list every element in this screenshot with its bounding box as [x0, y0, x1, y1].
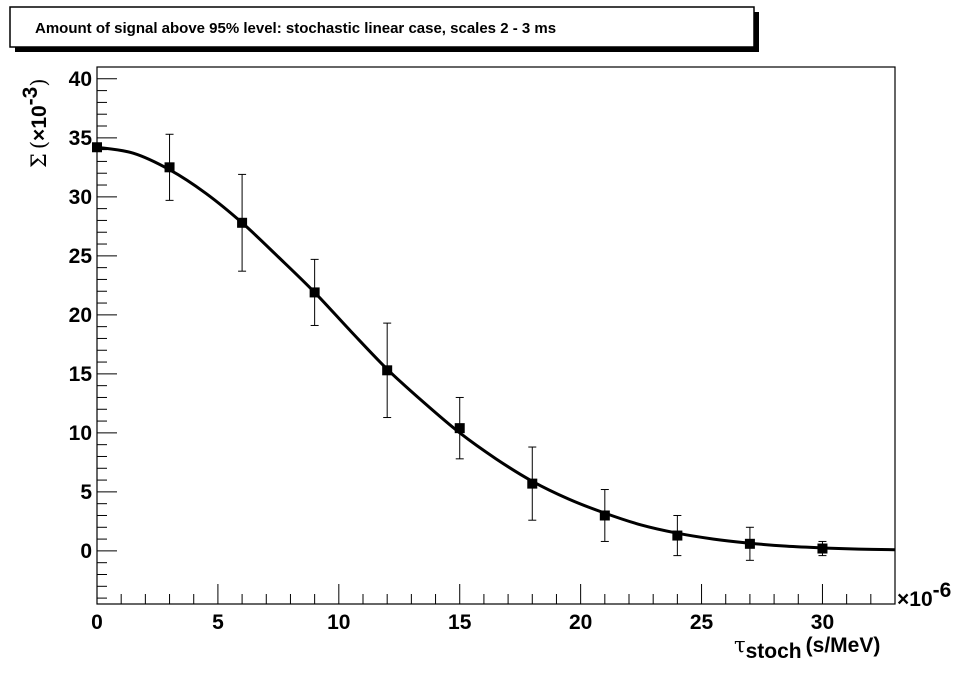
y-axis-tick-labels: 0 5 10 15 20 25 30 35 40 — [69, 68, 93, 563]
x-axis-tick-labels: 0 5 10 15 20 25 30 — [91, 611, 834, 634]
x-axis-subscript: stoch — [746, 640, 802, 663]
error-bars — [165, 133, 827, 561]
x-exponent-prefix: ×10 — [897, 588, 933, 611]
y-tick-label: 0 — [80, 540, 92, 563]
x-exponent-power: -6 — [933, 579, 952, 602]
data-point — [454, 423, 465, 434]
x-axis-title: τstoch (s/MeV) — [734, 633, 880, 663]
data-point — [237, 217, 248, 228]
data-point — [309, 287, 320, 298]
plot-frame — [96, 66, 896, 605]
y-axis-paren-close: ) — [27, 78, 51, 86]
y-axis-multiplier: ×10 — [28, 105, 51, 141]
y-axis-exponent: -3 — [19, 87, 42, 106]
x-axis-ticks — [96, 584, 896, 604]
data-markers — [92, 142, 828, 554]
y-axis-paren-open: ( — [27, 141, 51, 149]
data-point — [164, 162, 175, 173]
data-point — [672, 530, 683, 541]
data-point — [599, 510, 610, 521]
data-point — [744, 538, 755, 549]
x-tick-label: 20 — [569, 611, 592, 634]
x-tick-label: 5 — [212, 611, 224, 634]
y-tick-label: 5 — [80, 481, 92, 504]
y-axis-ticks — [97, 66, 117, 599]
y-tick-label: 30 — [69, 186, 92, 209]
y-tick-label: 10 — [69, 422, 92, 445]
x-axis-unit: (s/MeV) — [806, 634, 881, 657]
data-point — [527, 478, 538, 489]
svg-text:Σ(×10-3): Σ (×10-3) — [19, 78, 51, 168]
y-tick-label: 25 — [69, 245, 93, 268]
x-tick-label: 15 — [448, 611, 472, 634]
chart-title: Amount of signal above 95% level: stocha… — [35, 20, 556, 37]
title-box: Amount of signal above 95% level: stocha… — [9, 6, 759, 52]
data-point — [817, 543, 828, 554]
y-tick-label: 15 — [69, 363, 93, 386]
fit-curve — [96, 145, 896, 552]
y-tick-label: 20 — [69, 304, 92, 327]
x-tick-label: 25 — [690, 611, 714, 634]
x-axis-symbol: τ — [734, 633, 746, 657]
x-tick-label: 0 — [91, 611, 103, 634]
title-box-frame — [9, 6, 755, 48]
y-axis-title: Σ (×10-3) — [19, 78, 51, 168]
x-axis-exponent: ×10-6 — [897, 579, 951, 611]
y-tick-label: 40 — [69, 68, 92, 91]
y-tick-label: 35 — [69, 127, 93, 150]
y-axis-symbol: Σ — [27, 153, 51, 168]
data-point — [92, 142, 102, 153]
data-point — [382, 365, 393, 376]
x-tick-label: 10 — [327, 611, 350, 634]
x-tick-label: 30 — [811, 611, 834, 634]
